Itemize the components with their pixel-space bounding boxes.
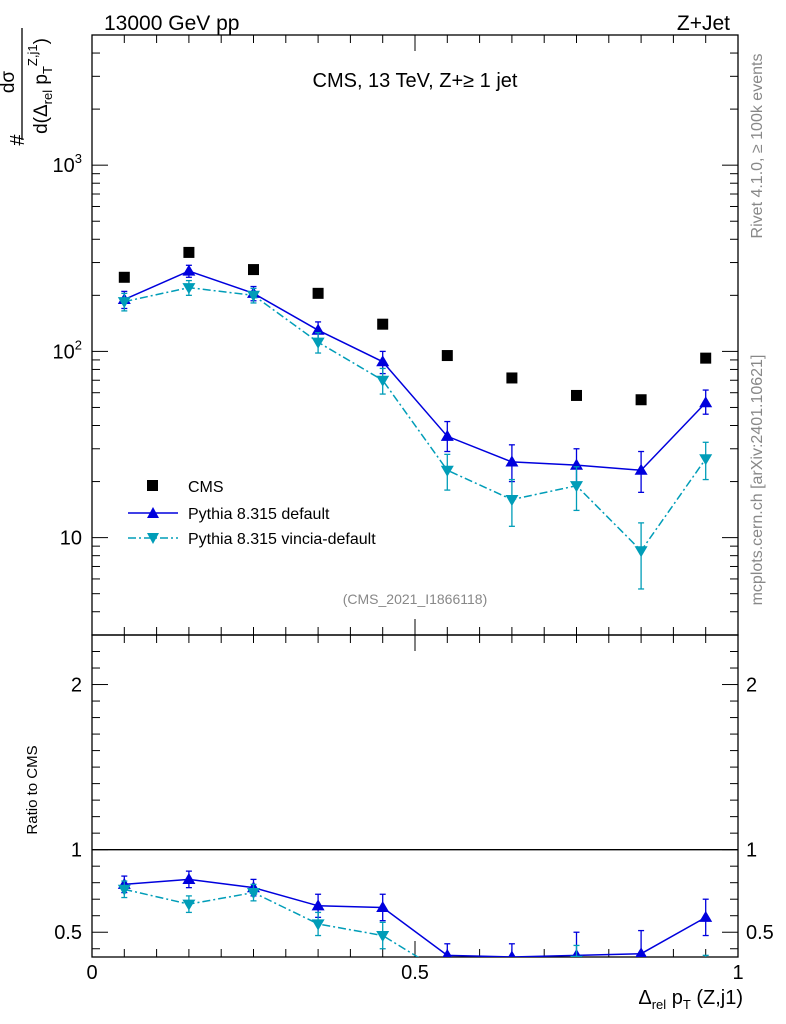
ratio-point-1 bbox=[505, 974, 518, 985]
data-point-2 bbox=[440, 465, 454, 477]
legend: CMS Pythia 8.315 default Pythia 8.315 vi… bbox=[128, 479, 376, 548]
ratio-point-1 bbox=[182, 899, 196, 911]
ratio-point-0 bbox=[311, 899, 325, 911]
ratio-y-tick-label-right: 1 bbox=[746, 840, 757, 862]
data-point-2 bbox=[311, 337, 325, 349]
ratio-point-0 bbox=[182, 872, 196, 884]
legend-label-vincia: Pythia 8.315 vincia-default bbox=[188, 531, 376, 548]
x-tick-label: 0 bbox=[86, 962, 97, 984]
data-point-cms bbox=[377, 318, 389, 330]
rivet-label: Rivet 4.1.0, ≥ 100k events bbox=[749, 54, 766, 239]
data-point-2 bbox=[182, 283, 196, 295]
mcplots-label: mcplots.cern.ch [arXiv:2401.10621] bbox=[749, 355, 766, 606]
data-point-1 bbox=[182, 264, 196, 276]
ratio-point-1 bbox=[699, 962, 712, 973]
ratio-point-1 bbox=[117, 884, 131, 896]
data-point-2 bbox=[247, 290, 260, 302]
ratio-y-tick-label: 2 bbox=[71, 675, 82, 697]
ratio-point-0 bbox=[635, 947, 647, 957]
data-point-2 bbox=[699, 454, 713, 466]
series-line-2 bbox=[124, 286, 707, 552]
ratio-series-group bbox=[117, 870, 713, 985]
data-point-cms bbox=[506, 372, 518, 384]
data-point-1 bbox=[570, 458, 583, 470]
data-point-1 bbox=[440, 429, 454, 441]
svg-text:#: # bbox=[7, 134, 29, 146]
ratio-y-axis-label: Ratio to CMS bbox=[24, 745, 41, 834]
x-tick-label: 0.5 bbox=[401, 962, 429, 984]
legend-label-cms: CMS bbox=[188, 479, 224, 496]
data-point-cms bbox=[635, 394, 647, 406]
data-point-2 bbox=[505, 495, 519, 507]
ratio-y-tick-label: 0.5 bbox=[54, 922, 82, 944]
ratio-y-tick-label-right: 2 bbox=[746, 675, 757, 697]
main-plot-area bbox=[117, 246, 713, 590]
ratio-axis-ticks: 0.5 0.51 12 20 0.5 1 bbox=[54, 635, 774, 984]
ratio-y-tick-label-right: 0.5 bbox=[746, 922, 774, 944]
series-line-1 bbox=[123, 270, 707, 472]
ratio-point-1 bbox=[441, 971, 454, 982]
data-point-1 bbox=[311, 323, 325, 335]
ratio-point-0 bbox=[442, 948, 453, 957]
ratio-line-1 bbox=[124, 888, 420, 957]
ratio-plot-area bbox=[117, 870, 713, 985]
analysis-watermark: (CMS_2021_I1866118) bbox=[343, 591, 488, 607]
data-point-cms bbox=[312, 287, 324, 299]
ratio-point-1 bbox=[311, 919, 325, 931]
data-point-1 bbox=[634, 463, 648, 475]
ratio-point-1 bbox=[570, 955, 583, 957]
header-right: Z+Jet bbox=[677, 12, 730, 35]
data-point-2 bbox=[117, 297, 131, 309]
ratio-point-0 bbox=[376, 900, 390, 913]
y-tick-label: 10 bbox=[60, 528, 82, 550]
main-y-axis-label: # dσ d(Δrel pTZ,j1) bbox=[0, 28, 55, 146]
data-point-cms bbox=[441, 350, 453, 362]
y-tick-label: 103 bbox=[53, 151, 82, 177]
header-left: 13000 GeV pp bbox=[104, 12, 239, 35]
ratio-point-1 bbox=[247, 888, 260, 900]
legend-marker-cms bbox=[147, 480, 158, 491]
data-point-cms bbox=[700, 352, 712, 364]
ratio-point-1 bbox=[376, 930, 390, 943]
data-point-cms bbox=[248, 264, 259, 276]
legend-marker-default bbox=[147, 507, 159, 518]
x-tick-label: 1 bbox=[732, 962, 743, 984]
data-point-2 bbox=[376, 375, 390, 387]
x-axis-label: Δrel pT (Z,j1) bbox=[638, 987, 743, 1012]
data-point-2 bbox=[634, 546, 648, 558]
main-axis-ticks: 10 102 103 bbox=[53, 34, 739, 636]
ratio-point-0 bbox=[699, 910, 713, 922]
svg-text:d(Δrel pTZ,j1): d(Δrel pTZ,j1) bbox=[25, 38, 55, 134]
data-point-1 bbox=[376, 355, 390, 367]
ratio-y-tick-label: 1 bbox=[71, 840, 82, 862]
svg-text:dσ: dσ bbox=[0, 71, 19, 94]
legend-marker-vincia bbox=[147, 533, 159, 544]
ratio-point-0 bbox=[508, 950, 516, 957]
y-tick-label: 102 bbox=[53, 337, 82, 363]
data-point-2 bbox=[570, 481, 583, 493]
data-point-cms bbox=[118, 271, 130, 283]
data-point-1 bbox=[699, 396, 713, 408]
data-point-cms bbox=[183, 246, 195, 258]
data-point-cms bbox=[571, 389, 582, 401]
data-point-1 bbox=[505, 455, 519, 467]
ratio-line-0 bbox=[124, 878, 707, 957]
legend-label-default: Pythia 8.315 default bbox=[188, 506, 330, 523]
main-title: CMS, 13 TeV, Z+≥ 1 jet bbox=[313, 70, 518, 92]
